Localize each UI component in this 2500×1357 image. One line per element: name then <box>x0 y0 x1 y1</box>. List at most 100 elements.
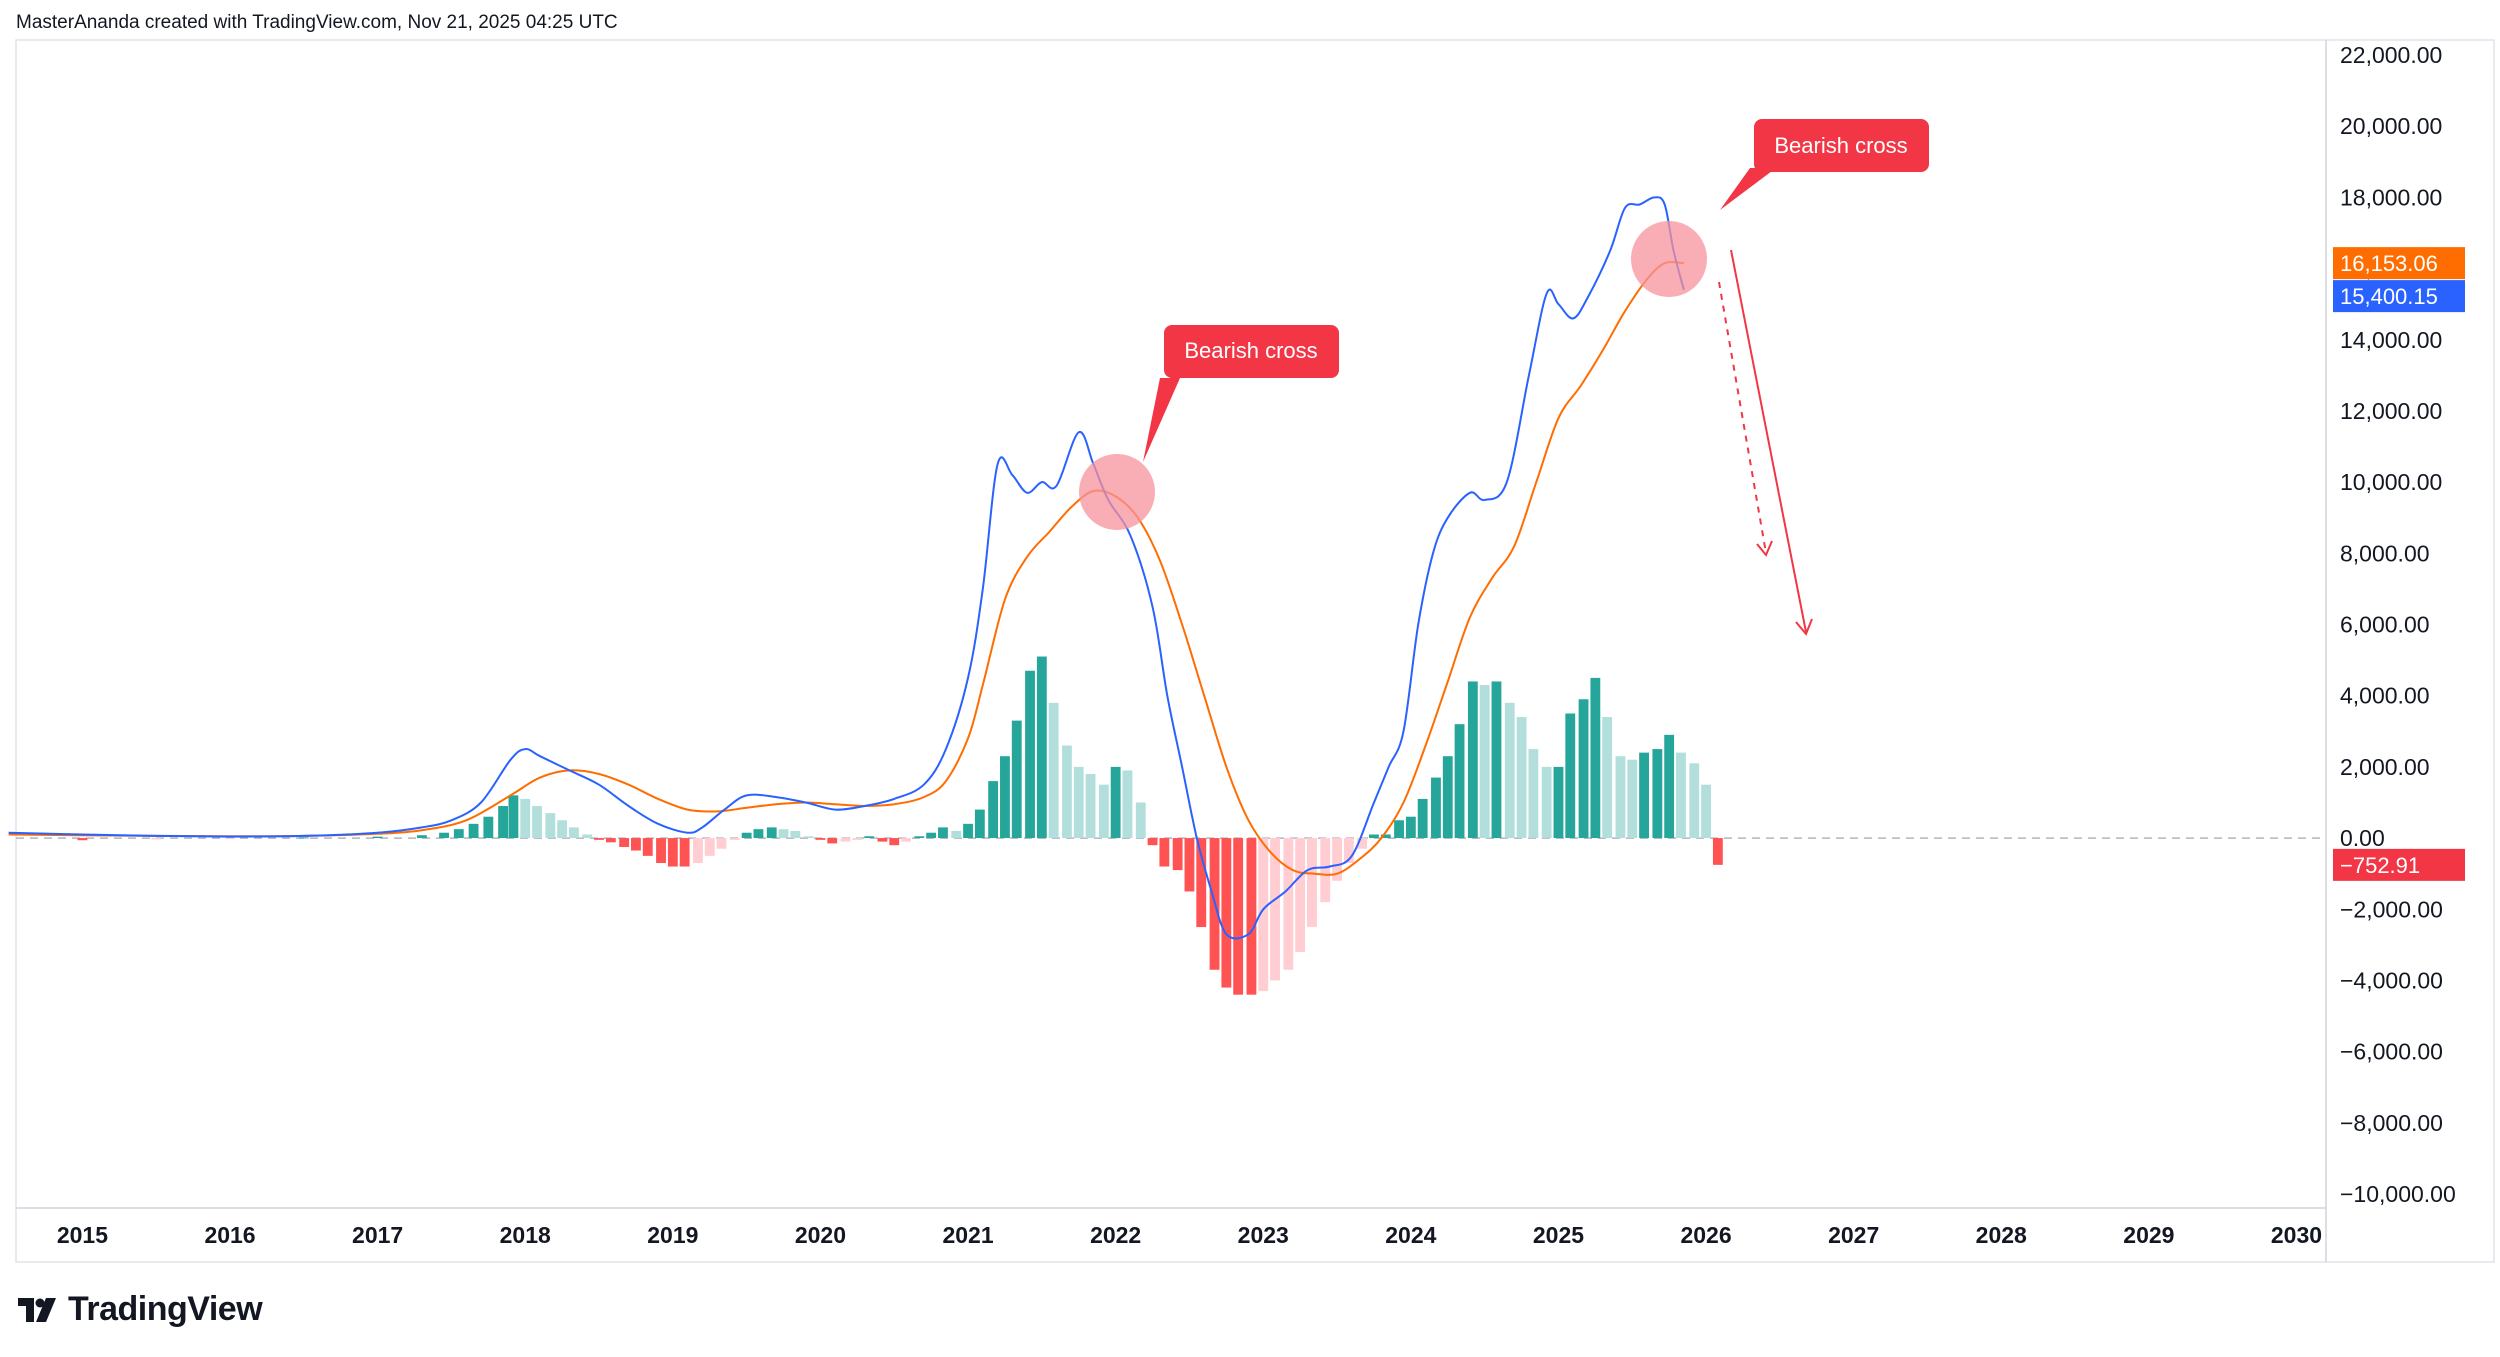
histogram-bar <box>582 834 593 839</box>
histogram-bar <box>468 823 479 839</box>
signal-line <box>8 260 1684 876</box>
price-tag-label: 16,153.06 <box>2340 251 2438 276</box>
projection-arrow-solid[interactable] <box>1730 249 1813 636</box>
time-axis-label: 2023 <box>1238 1222 1289 1248</box>
callout-box <box>1164 325 1339 378</box>
histogram-bar <box>439 832 449 839</box>
time-axis[interactable]: 2015 2016 2017 2018 2019 2020 2021 2022 2023 2024… <box>57 1222 2322 1248</box>
chart-attribution: MasterAnanda created with TradingView.co… <box>16 12 618 33</box>
histogram-bar <box>1246 838 1257 995</box>
histogram-bar <box>1442 756 1453 839</box>
time-axis-label: 2024 <box>1385 1222 1436 1248</box>
histogram-bar <box>693 838 703 863</box>
callout-pointer <box>1720 168 1776 210</box>
price-axis-label: −6,000.00 <box>2340 1039 2443 1065</box>
cross-highlight-2025[interactable] <box>1631 221 1707 297</box>
histogram-bar <box>532 806 542 839</box>
histogram-bar <box>877 838 888 842</box>
price-tag-box <box>2333 848 2465 881</box>
histogram-bar <box>679 838 690 867</box>
price-axis-label: 12,000.00 <box>2340 398 2442 424</box>
histogram-bar <box>938 827 948 839</box>
histogram-bar <box>1073 766 1084 839</box>
time-axis-label: 2015 <box>57 1222 108 1248</box>
histogram-bar <box>988 781 999 839</box>
callout-pointer <box>1143 378 1180 462</box>
histogram-bar <box>1159 838 1170 867</box>
price-axis-label: 8,000.00 <box>2340 540 2430 566</box>
histogram-bar <box>1184 838 1195 892</box>
histogram-bar <box>372 836 383 839</box>
histogram-bar <box>1467 681 1478 839</box>
price-axis-label: 4,000.00 <box>2340 683 2430 709</box>
histogram-bar <box>1701 784 1711 839</box>
histogram-bar <box>1048 702 1059 839</box>
price-axis[interactable]: 22,000.0020,000.0018,000.0016,000.0014,0… <box>2340 42 2456 1207</box>
histogram-bar <box>483 816 494 839</box>
histogram-bar <box>1639 752 1649 839</box>
time-axis-label: 2027 <box>1828 1222 1879 1248</box>
histogram-bar <box>926 832 937 839</box>
histogram-bar <box>951 830 962 839</box>
histogram-bar <box>1417 798 1428 839</box>
histogram-bar <box>569 827 579 839</box>
histogram-bar <box>1221 838 1232 988</box>
histogram-bar <box>1283 838 1294 970</box>
histogram-bar <box>1233 838 1244 995</box>
callout-box <box>1754 119 1929 172</box>
histogram-bar <box>1491 681 1502 839</box>
callout-label: Bearish cross <box>1774 133 1907 158</box>
histogram-bar <box>889 838 900 846</box>
histogram-bar <box>631 838 641 851</box>
histogram-bar <box>1122 770 1133 839</box>
time-axis-label: 2021 <box>942 1222 993 1248</box>
price-axis-label: 10,000.00 <box>2340 469 2442 495</box>
histogram-bar <box>416 835 427 839</box>
cross-highlight-2022[interactable] <box>1079 454 1155 530</box>
price-axis-label: −4,000.00 <box>2340 967 2443 993</box>
histogram-bar <box>619 838 630 847</box>
price-tag-box <box>2333 280 2465 313</box>
price-tags: 16,153.06 15,400.15 −752.91 <box>2333 247 2465 881</box>
histogram-bar <box>545 813 556 839</box>
histogram-bar <box>1172 838 1183 871</box>
histogram-bar <box>852 838 863 840</box>
histogram-bar <box>827 838 838 844</box>
histogram-bar <box>1380 834 1391 839</box>
price-tag-label: −752.91 <box>2340 853 2420 878</box>
histogram-bar <box>1541 766 1552 839</box>
time-axis-label: 2016 <box>204 1222 255 1248</box>
histogram-bar <box>1098 784 1109 839</box>
histogram-bar <box>1627 759 1638 839</box>
histogram-bar <box>151 838 162 840</box>
time-axis-label: 2022 <box>1090 1222 1141 1248</box>
projection-arrow-dashed[interactable] <box>1718 281 1773 557</box>
histogram-bar <box>1135 802 1146 839</box>
histogram-bar <box>1110 766 1121 839</box>
histogram-bar <box>1578 699 1589 839</box>
histogram-bar <box>914 836 925 839</box>
histogram-bar <box>498 806 509 839</box>
histogram-bar <box>840 838 851 842</box>
histogram-bar <box>704 838 715 856</box>
histogram-bar <box>963 823 973 839</box>
histogram-bar <box>1676 752 1686 839</box>
price-axis-label: 20,000.00 <box>2340 113 2442 139</box>
histogram-bar <box>1320 838 1331 903</box>
callout-bearish-cross-2025[interactable]: Bearish cross <box>1720 119 1929 210</box>
histogram-bar <box>815 838 826 840</box>
price-tag-histogram: −752.91 <box>2333 848 2465 881</box>
histogram-bar <box>520 798 531 839</box>
histogram-bar <box>298 837 309 839</box>
histogram-bar <box>1196 838 1207 928</box>
callout-bearish-cross-2022[interactable]: Bearish cross <box>1143 325 1339 462</box>
tradingview-logo[interactable]: TradingView <box>18 1290 263 1329</box>
histogram-bar <box>1011 720 1022 839</box>
histogram-bar <box>1454 724 1465 839</box>
histogram-bar <box>1553 766 1564 839</box>
histogram-bar <box>1712 838 1723 865</box>
histogram-bar <box>864 836 875 839</box>
histogram-bar <box>1258 838 1269 992</box>
histogram-bar <box>1036 656 1047 839</box>
